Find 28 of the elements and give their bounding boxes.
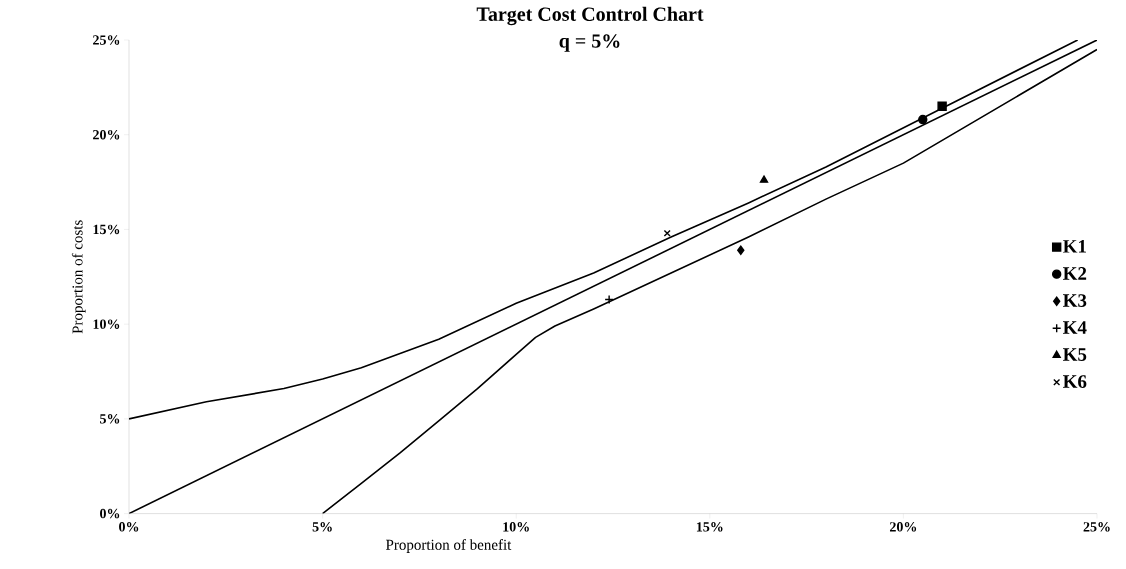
y-tick-label: 20% [93,129,120,140]
legend-label: K1 [1063,240,1086,253]
x-tick-label: 10% [503,522,529,532]
y-tick-label: 15% [93,224,120,235]
x-tick-label: 20% [889,522,917,532]
chart-title: Target Cost Control Chart [476,6,704,26]
point [663,229,671,237]
legend-label: K5 [1063,348,1087,361]
x-tick-label: 0% [119,522,139,532]
y-tick-label: 10% [93,319,120,329]
point [759,175,769,183]
y-axis-title: Proportion of costs [71,220,86,334]
y-tick-label: 0% [100,508,120,519]
x-axis-title: Proportion of benefit [385,539,512,553]
point [937,101,947,111]
chart-subtitle: q = 5% [559,34,620,52]
y-tick-label: 25% [93,35,120,45]
legend-label: K3 [1063,294,1087,307]
y-tick-label: 5% [100,414,120,424]
x-tick-label: 5% [312,522,332,532]
legend-label: K4 [1063,321,1087,334]
point [737,245,745,255]
point [604,294,614,305]
x-tick-label: 25% [1083,522,1110,532]
point [918,114,928,125]
legend-label: K6 [1063,375,1087,388]
x-tick-label: 15% [696,522,723,532]
legend-label: K2 [1063,267,1087,280]
